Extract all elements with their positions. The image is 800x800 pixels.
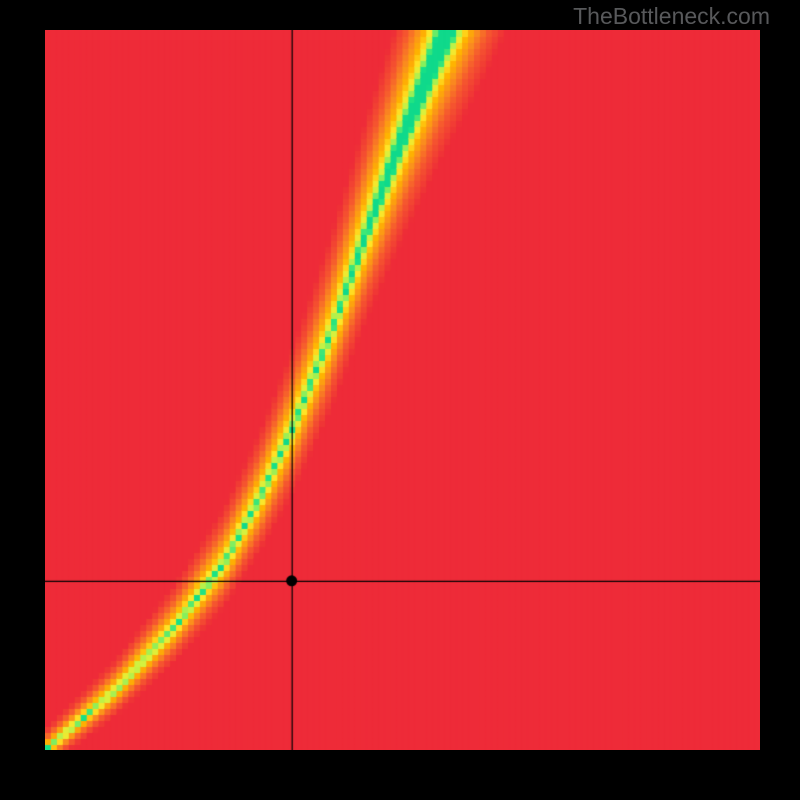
watermark-text: TheBottleneck.com [573, 3, 770, 30]
bottleneck-heatmap [45, 30, 760, 750]
